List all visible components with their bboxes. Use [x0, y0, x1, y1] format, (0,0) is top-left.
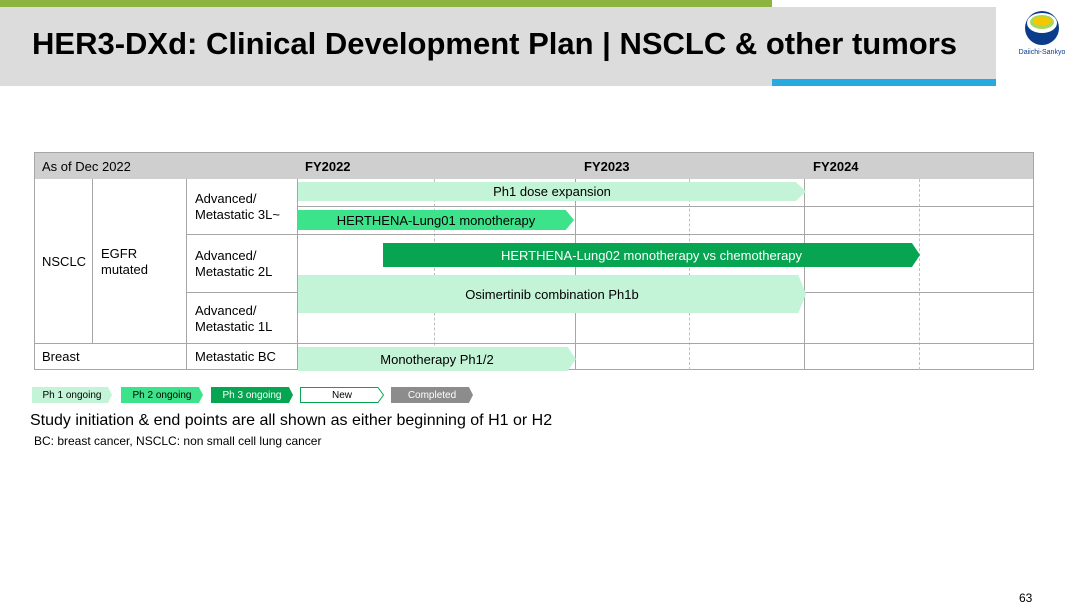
indication-nsclc: NSCLC	[42, 254, 87, 269]
row-divider	[35, 343, 1033, 344]
year-divider	[575, 179, 576, 370]
half-year-divider	[689, 179, 690, 370]
half-year-divider	[919, 179, 920, 370]
bar-ph1-dose-expansion: Ph1 dose expansion	[298, 182, 806, 201]
legend-new-outline	[300, 387, 384, 403]
legend-ph3-ongoing: Ph 3 ongoing	[211, 387, 293, 403]
blue-accent-bar	[772, 79, 996, 86]
column-divider	[92, 179, 93, 343]
year-fy2023: FY2023	[584, 159, 630, 174]
indication-breast: Breast	[42, 349, 80, 364]
legend-ph2-ongoing: Ph 2 ongoing	[121, 387, 203, 403]
legend-new-label: New	[331, 389, 352, 401]
bar-osimertinib-combo: Osimertinib combination Ph1b	[298, 275, 806, 313]
as-of-date: As of Dec 2022	[42, 159, 131, 174]
row-label-metastatic-bc: Metastatic BC	[195, 349, 276, 364]
row-label-3l: Advanced/ Metastatic 3L~	[195, 191, 280, 222]
bar-herthena-lung01: HERTHENA-Lung01 monotherapy	[298, 210, 574, 230]
footnote-abbreviations: BC: breast cancer, NSCLC: non small cell…	[34, 434, 322, 448]
half-year-divider	[434, 179, 435, 370]
footnote-study-timing: Study initiation & end points are all sh…	[30, 412, 553, 429]
table-header: As of Dec 2022 FY2022 FY2023 FY2024	[35, 153, 1033, 179]
logo-text: Daiichi-Sankyo	[1018, 49, 1066, 56]
legend-new: New	[300, 387, 384, 403]
page-title: HER3-DXd: Clinical Development Plan | NS…	[32, 26, 958, 61]
year-fy2024: FY2024	[813, 159, 859, 174]
year-divider	[804, 179, 805, 370]
column-divider	[186, 179, 187, 370]
title-band	[0, 7, 996, 86]
bar-herthena-lung02: HERTHENA-Lung02 monotherapy vs chemother…	[383, 243, 920, 267]
legend-completed: Completed	[391, 387, 473, 403]
page-number: 63	[1019, 591, 1033, 605]
company-logo: Daiichi-Sankyo	[1010, 8, 1074, 64]
top-accent-bar	[0, 0, 772, 7]
column-divider	[297, 179, 298, 370]
subtype-egfr: EGFR mutated	[101, 246, 148, 277]
row-label-1l: Advanced/ Metastatic 1L	[195, 303, 273, 334]
logo-mark-icon	[1025, 11, 1059, 45]
year-fy2022: FY2022	[305, 159, 351, 174]
row-divider	[186, 234, 1033, 235]
legend-ph1-ongoing: Ph 1 ongoing	[32, 387, 112, 403]
bar-monotherapy-ph12: Monotherapy Ph1/2	[298, 347, 576, 371]
row-label-2l: Advanced/ Metastatic 2L	[195, 248, 273, 279]
row-divider	[297, 206, 1033, 207]
development-plan-table: As of Dec 2022 FY2022 FY2023 FY2024 NSCL…	[34, 152, 1034, 370]
